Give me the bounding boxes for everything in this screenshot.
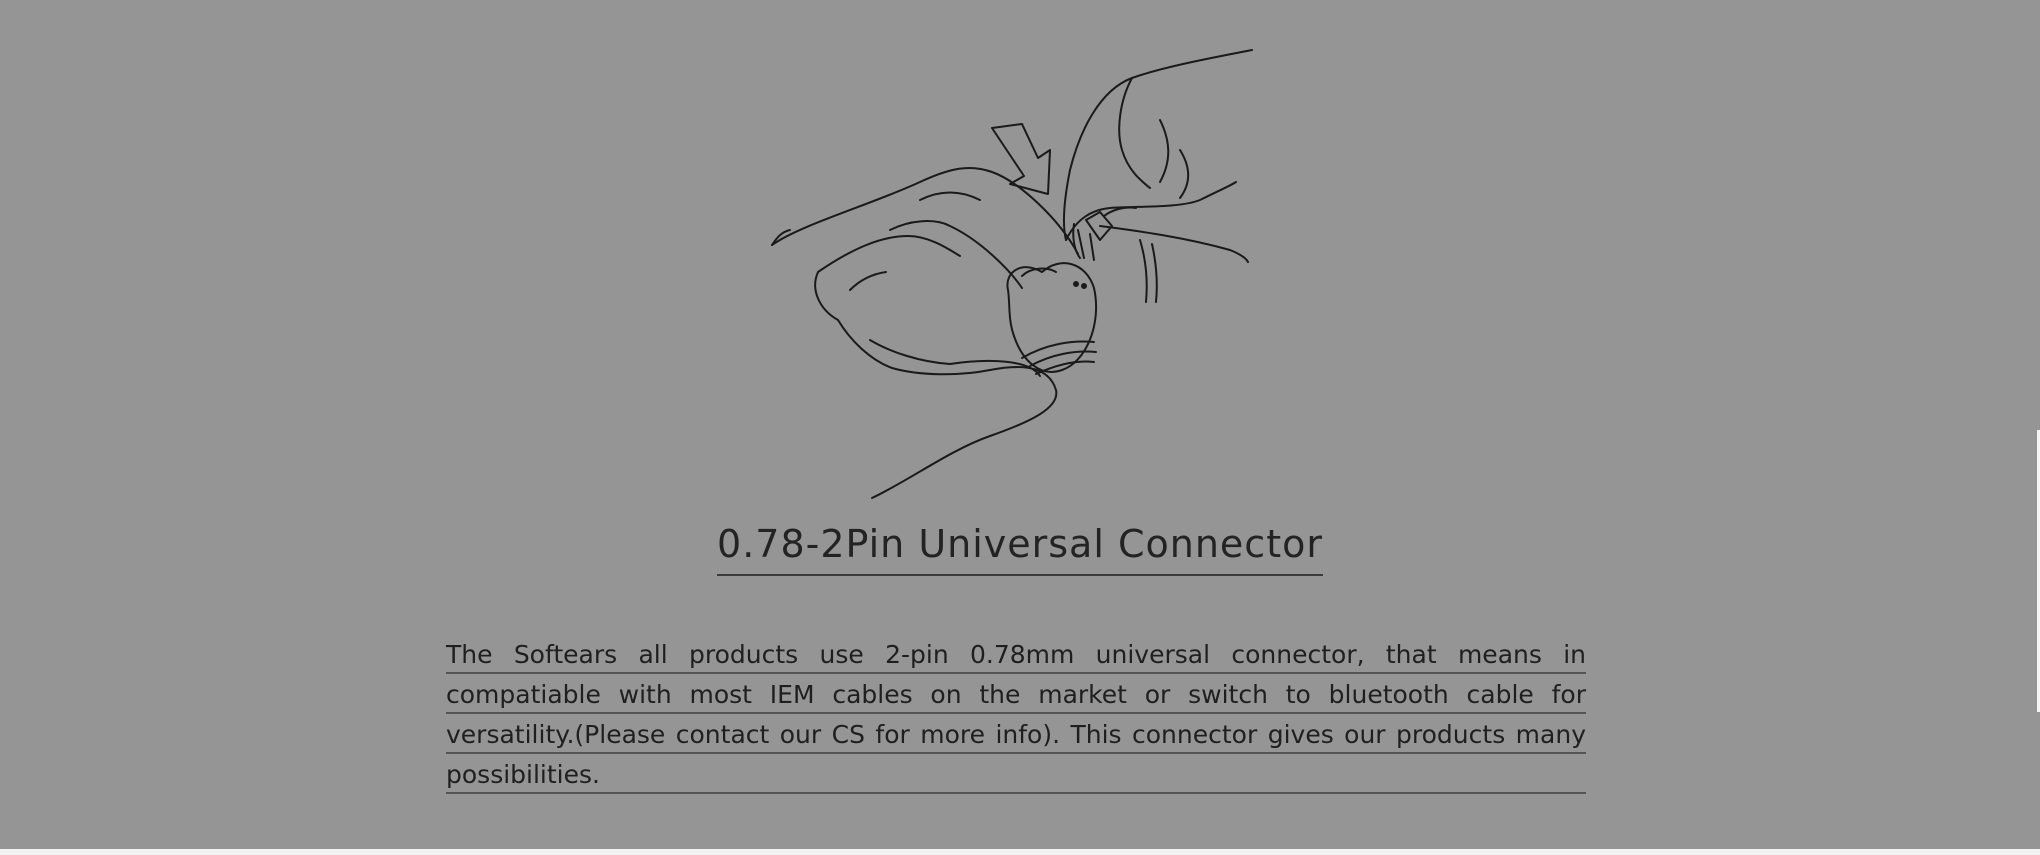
hand-inserting-2pin-connector-icon bbox=[760, 40, 1280, 510]
arrow-icon bbox=[991, 123, 1051, 195]
section-title-text: 0.78-2Pin Universal Connector bbox=[717, 522, 1323, 576]
section-title: 0.78-2Pin Universal Connector bbox=[0, 522, 2040, 576]
section-description: The Softears all products use 2-pin 0.78… bbox=[446, 635, 1586, 795]
bottom-divider bbox=[0, 849, 2040, 855]
edge-divider bbox=[2037, 430, 2040, 712]
